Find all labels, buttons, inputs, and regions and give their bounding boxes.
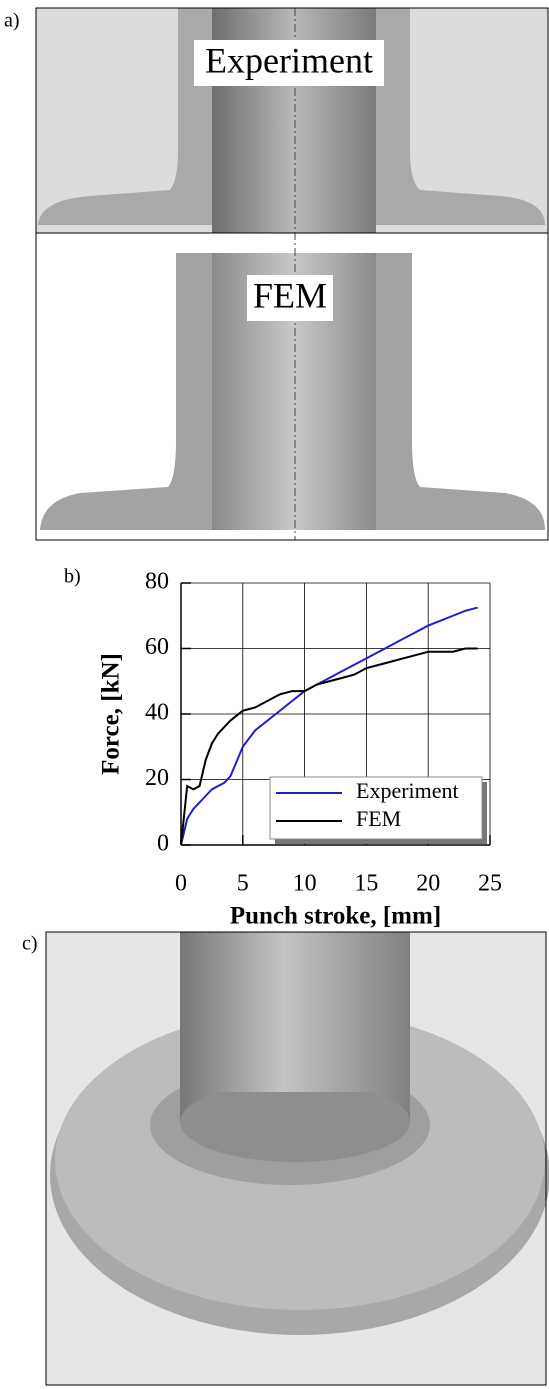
- y-tick-label: 20: [145, 765, 169, 791]
- x-tick-label: 0: [175, 871, 187, 897]
- y-tick-label: 0: [157, 831, 169, 857]
- legend-label: Experiment: [356, 778, 459, 803]
- x-tick-label: 20: [416, 871, 440, 897]
- y-tick-label: 80: [145, 569, 169, 595]
- label-box: [247, 275, 333, 321]
- tube: [180, 932, 410, 1092]
- photo-label: Experiment: [205, 40, 373, 80]
- panel-label: a): [4, 10, 20, 32]
- y-tick-label: 60: [145, 634, 169, 660]
- legend-box: [269, 776, 483, 840]
- series-line: [180, 647, 478, 846]
- panel-a: Experiment FEM a): [4, 7, 549, 541]
- x-tick-label: 15: [354, 871, 378, 897]
- y-axis-title: Force, [kN]: [98, 653, 125, 775]
- legend-label: FEM: [356, 806, 401, 831]
- y-tick-label: 40: [145, 700, 169, 726]
- panel-label: c): [22, 933, 38, 955]
- label-box: [194, 40, 384, 86]
- frame: [45, 931, 547, 1386]
- x-tick-label: 10: [293, 871, 317, 897]
- panel-c: c): [22, 931, 549, 1386]
- x-tick-label: 25: [478, 871, 502, 897]
- panel-label: b): [64, 566, 81, 588]
- x-tick-label: 5: [237, 871, 249, 897]
- photo-label: FEM: [253, 275, 327, 315]
- x-axis-title: Punch stroke, [mm]: [230, 903, 441, 930]
- frame: [35, 7, 549, 541]
- chart: 0 20 40 60 80 0 5 10 15 20 25 Punch stroke, [mm] For…: [98, 569, 502, 930]
- tube-base: [180, 1082, 410, 1162]
